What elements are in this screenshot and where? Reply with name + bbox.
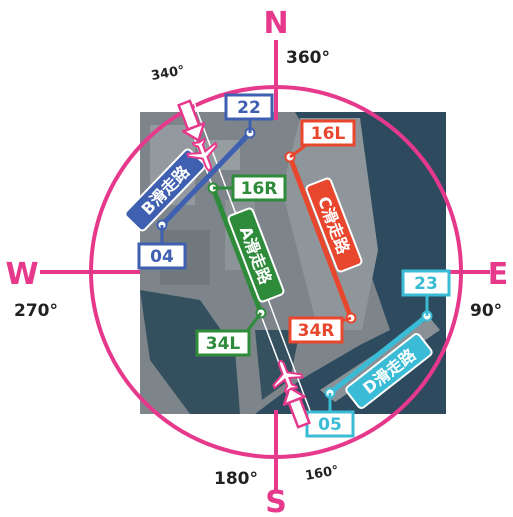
arrow-icon	[282, 386, 311, 429]
compass-rose	[40, 40, 490, 490]
compass-east-label: E	[488, 257, 509, 292]
runway-c-line	[287, 156, 354, 319]
airplane-icon	[186, 137, 218, 172]
runway-end-23-label: 23	[401, 269, 451, 297]
runway-c-16l-connector	[289, 144, 306, 159]
runway-end-16l-text: 16L	[311, 124, 346, 144]
runway-end-04-text: 04	[150, 247, 174, 267]
heading-90-label: 90°	[470, 301, 502, 321]
heading-180-label: 180°	[214, 469, 258, 489]
compass-north-label: N	[263, 6, 288, 41]
runway-end-22-text: 22	[237, 98, 261, 118]
heading-160-label: 160°	[304, 463, 340, 484]
runway-end-23-text: 23	[414, 274, 438, 294]
runway-end-05-text: 05	[318, 415, 342, 435]
runway-end-34l-text: 34L	[206, 334, 241, 354]
compass-south-label: S	[265, 485, 287, 517]
runway-d-line	[328, 314, 429, 395]
runway-end-34r-text: 34R	[298, 321, 335, 341]
heading-360-label: 360°	[286, 48, 330, 68]
runway-end-04-label: 04	[137, 242, 187, 270]
runway-a-line	[210, 187, 264, 314]
arrow-icon	[177, 99, 206, 142]
compass-west-label: W	[5, 257, 38, 292]
runway-end-16r-text: 16R	[241, 179, 278, 199]
heading-340-label: 340°	[150, 63, 186, 84]
runway-end-16l-label: 16L	[300, 119, 356, 147]
runway-end-05-label: 05	[305, 410, 355, 438]
runway-end-22-label: 22	[224, 93, 274, 121]
runway-b-line	[160, 131, 252, 227]
heading-270-label: 270°	[14, 301, 58, 321]
airplane-icon	[272, 359, 304, 394]
runway-end-34l-label: 34L	[195, 329, 251, 357]
runway-end-34r-label: 34R	[288, 316, 344, 344]
runway-end-16r-label: 16R	[231, 174, 287, 202]
